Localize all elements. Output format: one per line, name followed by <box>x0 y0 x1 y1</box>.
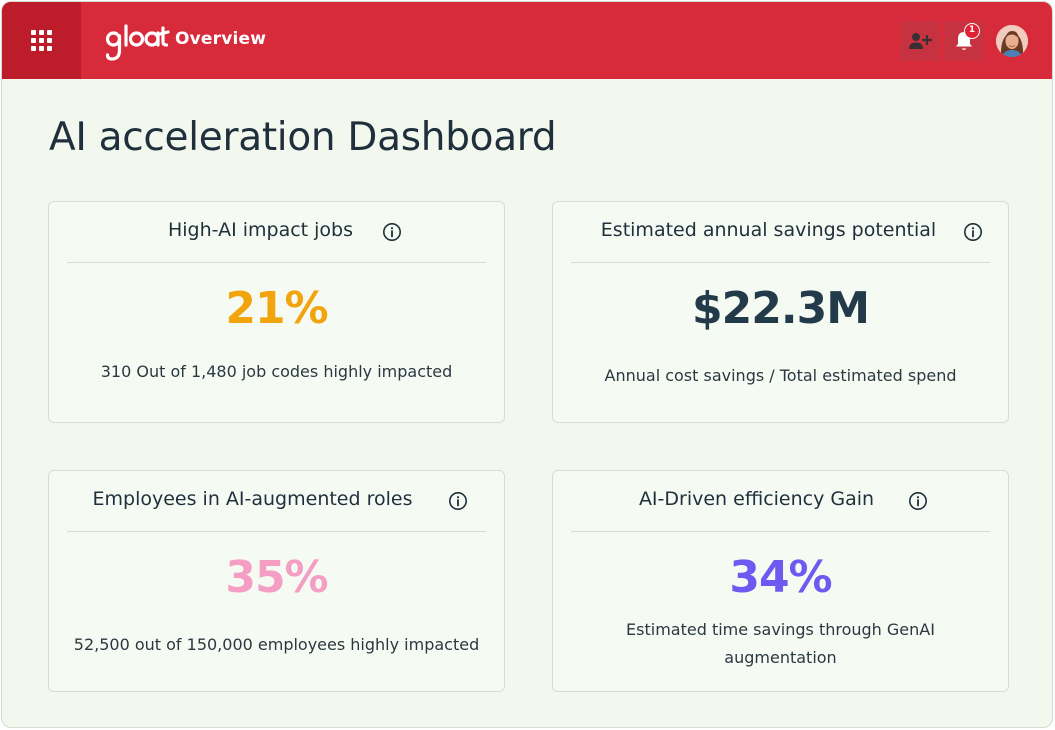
info-icon[interactable] <box>448 491 468 511</box>
card-estimated-annual-savings: Estimated annual savings potential $22.3… <box>552 201 1009 423</box>
card-subtitle-line2: augmentation <box>724 648 837 667</box>
card-value: 34% <box>729 552 832 603</box>
card-subtitle: Annual cost savings / Total estimated sp… <box>604 366 957 385</box>
dashboard-title: AI acceleration Dashboard <box>49 115 557 160</box>
avatar-image <box>996 25 1028 57</box>
apps-menu-button[interactable] <box>2 2 81 79</box>
add-user-button[interactable] <box>900 21 940 61</box>
card-high-ai-impact-jobs: High-AI impact jobs 21% 310 Out of 1,480… <box>48 201 505 423</box>
card-title: High-AI impact jobs <box>167 219 354 241</box>
card-divider <box>67 531 486 532</box>
gloat-logo <box>105 24 170 61</box>
card-subtitle: 310 Out of 1,480 job codes highly impact… <box>100 362 453 381</box>
card-divider <box>571 262 990 263</box>
card-subtitle: 52,500 out of 150,000 employees highly i… <box>73 635 480 654</box>
info-icon[interactable] <box>963 222 983 242</box>
card-value: $22.3M <box>692 283 870 334</box>
info-icon[interactable] <box>908 491 928 511</box>
card-employees-ai-augmented: Employees in AI-augmented roles 35% 52,5… <box>48 470 505 692</box>
card-divider <box>571 531 990 532</box>
card-title: AI-Driven efficiency Gain <box>638 488 875 510</box>
add-user-icon <box>909 33 932 49</box>
card-title: Estimated annual savings potential <box>600 219 937 241</box>
apps-grid-icon <box>31 30 52 51</box>
card-value: 35% <box>225 552 328 603</box>
info-icon[interactable] <box>382 222 402 242</box>
card-title: Employees in AI-augmented roles <box>92 488 413 510</box>
card-divider <box>67 262 486 263</box>
page-section-title: Overview <box>175 29 267 49</box>
card-value: 21% <box>225 283 328 334</box>
card-subtitle-line1: Estimated time savings through GenAI <box>626 620 935 639</box>
notification-badge: 1 <box>964 23 980 39</box>
notifications-button[interactable]: 1 <box>944 21 984 61</box>
top-bar: Overview 1 <box>2 2 1052 79</box>
user-avatar[interactable] <box>996 25 1028 57</box>
card-ai-driven-efficiency: AI-Driven efficiency Gain 34% Estimated … <box>552 470 1009 692</box>
